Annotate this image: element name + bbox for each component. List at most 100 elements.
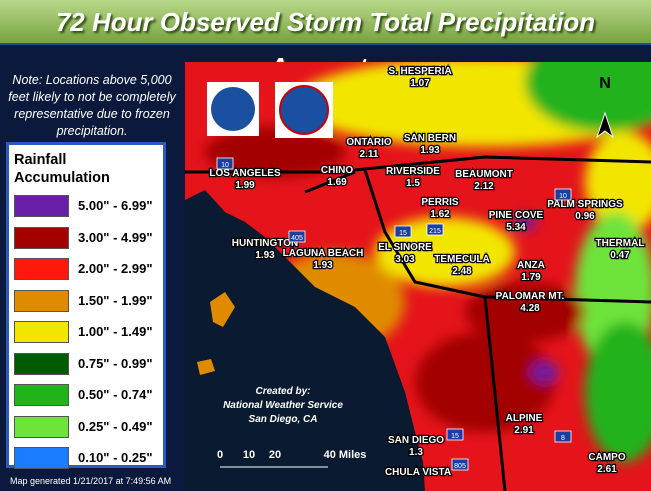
station-value: 1.93 [313, 260, 333, 271]
legend-item: 3.00" - 4.99" [14, 226, 164, 249]
station-name: ALPINE [506, 413, 543, 424]
station-name: PINE COVE [489, 210, 544, 221]
legend-swatch [14, 352, 69, 375]
station-value: 1.93 [255, 250, 275, 261]
credit: San Diego, CA [249, 414, 318, 425]
highway-shield [446, 428, 464, 441]
highway-label: 15 [399, 230, 407, 237]
scale-label: 0 [217, 449, 223, 461]
legend-swatch [14, 195, 69, 217]
station-name: ONTARIO [346, 137, 392, 148]
station-name: LOS ANGELES [209, 168, 281, 179]
station-name: BEAUMONT [455, 169, 513, 180]
station-name: RIVERSIDE [386, 166, 440, 177]
islands [197, 292, 235, 375]
north-arrow [596, 111, 614, 139]
station-name: PALOMAR MT. [496, 291, 565, 302]
highway-shield [288, 230, 306, 243]
scale-label: 20 [269, 449, 281, 461]
highway-label: 10 [221, 162, 229, 169]
station-name: EL SINORE [378, 242, 432, 253]
station-value: 1.79 [521, 272, 541, 283]
legend-label: 1.50" - 1.99" [78, 292, 153, 308]
legend-label: 2.00" - 2.99" [78, 261, 153, 276]
station-value: 1.69 [327, 177, 347, 188]
station-value: 1.99 [235, 180, 255, 191]
legend-item: 5.00" - 6.99" [14, 195, 164, 217]
station-value: 3.03 [395, 254, 415, 265]
station-value: 1.07 [410, 78, 430, 89]
legend-label: 5.00" - 6.99" [78, 198, 153, 213]
legend-title: Rainfall Accumulation [14, 152, 110, 186]
station-name: ANZA [517, 260, 545, 271]
station-value: 2.48 [452, 266, 472, 277]
highway-label: 8 [561, 435, 565, 442]
credit: Created by: [255, 386, 310, 397]
legend-item: 0.25" - 0.49" [14, 415, 164, 438]
title-bar: 72 Hour Observed Storm Total Precipitati… [0, 0, 651, 82]
station-value: 2.12 [474, 181, 494, 192]
legend-item: 0.75" - 0.99" [14, 352, 164, 375]
legend-label: 0.75" - 0.99" [78, 355, 153, 371]
ocean [185, 190, 425, 491]
station-value: 4.28 [520, 303, 540, 314]
station-name: CHULA VISTA [385, 467, 451, 478]
station-value: 2.11 [360, 149, 379, 160]
nws-logo-circle [279, 85, 329, 135]
highway-shield [216, 157, 234, 170]
legend-swatch [14, 447, 69, 469]
legend-swatch [14, 384, 69, 406]
noaa-logo-circle [211, 87, 255, 131]
station-name: HUNTINGTON [232, 238, 298, 249]
station-value: 0.47 [610, 250, 630, 261]
legend-item: 1.50" - 1.99" [14, 289, 164, 312]
highway-label: 10 [559, 193, 567, 200]
legend-label: 0.10" - 0.25" [78, 450, 153, 465]
station-value: 0.96 [575, 211, 595, 222]
station-value: 1.62 [430, 209, 450, 220]
highway-shield [426, 223, 444, 236]
highway-shield [554, 430, 572, 443]
legend-label: 3.00" - 4.99" [78, 229, 153, 245]
station-name: PALM SPRINGS [547, 199, 623, 210]
station-name: CAMPO [588, 452, 625, 463]
legend-item: 0.50" - 0.74" [14, 384, 164, 406]
station-value: 2.61 [597, 464, 617, 475]
station-value: 2.91 [514, 425, 534, 436]
legend-item: 0.10" - 0.25" [14, 447, 164, 469]
scale-label: 40 Miles [324, 449, 367, 461]
legend-item: 2.00" - 2.99" [14, 258, 164, 280]
station-name: CHINO [321, 165, 353, 176]
highway-shield [394, 225, 412, 238]
highway-label: 215 [429, 228, 441, 235]
highway-shield [451, 458, 469, 471]
station-name: SAN DIEGO [388, 435, 444, 446]
station-value: 1.93 [420, 145, 440, 156]
station-name: THERMAL [596, 238, 645, 249]
station-name: TEMECULA [434, 254, 490, 265]
station-name: LAGUNA BEACH [283, 248, 364, 259]
station-name: PERRIS [421, 197, 459, 208]
note: Note: Locations above 5,000 feet likely … [8, 73, 176, 138]
legend-label: 0.50" - 0.74" [78, 387, 153, 402]
highway-label: 405 [291, 235, 303, 242]
legend: Rainfall Accumulation 5.00" - 6.99" 3.00" … [6, 142, 166, 469]
legend-item: 1.00" - 1.49" [14, 321, 164, 343]
station-value: 5.34 [506, 222, 526, 233]
station-value: 1.3 [409, 447, 423, 458]
legend-swatch [14, 258, 69, 280]
footer: Map generated 1/21/2017 at 7:49:56 AM [10, 476, 172, 486]
station-name: SAN BERN [404, 133, 456, 144]
north-label: N [599, 75, 611, 92]
county-lines [185, 155, 651, 491]
legend-swatch [14, 226, 69, 249]
station-value: 1.5 [406, 178, 420, 189]
credit: National Weather Service [223, 400, 343, 411]
highway-shield [554, 188, 572, 201]
legend-swatch [14, 415, 69, 438]
legend-swatch [14, 321, 69, 343]
highway-label: 15 [451, 433, 459, 440]
legend-label: 0.25" - 0.49" [78, 418, 153, 434]
